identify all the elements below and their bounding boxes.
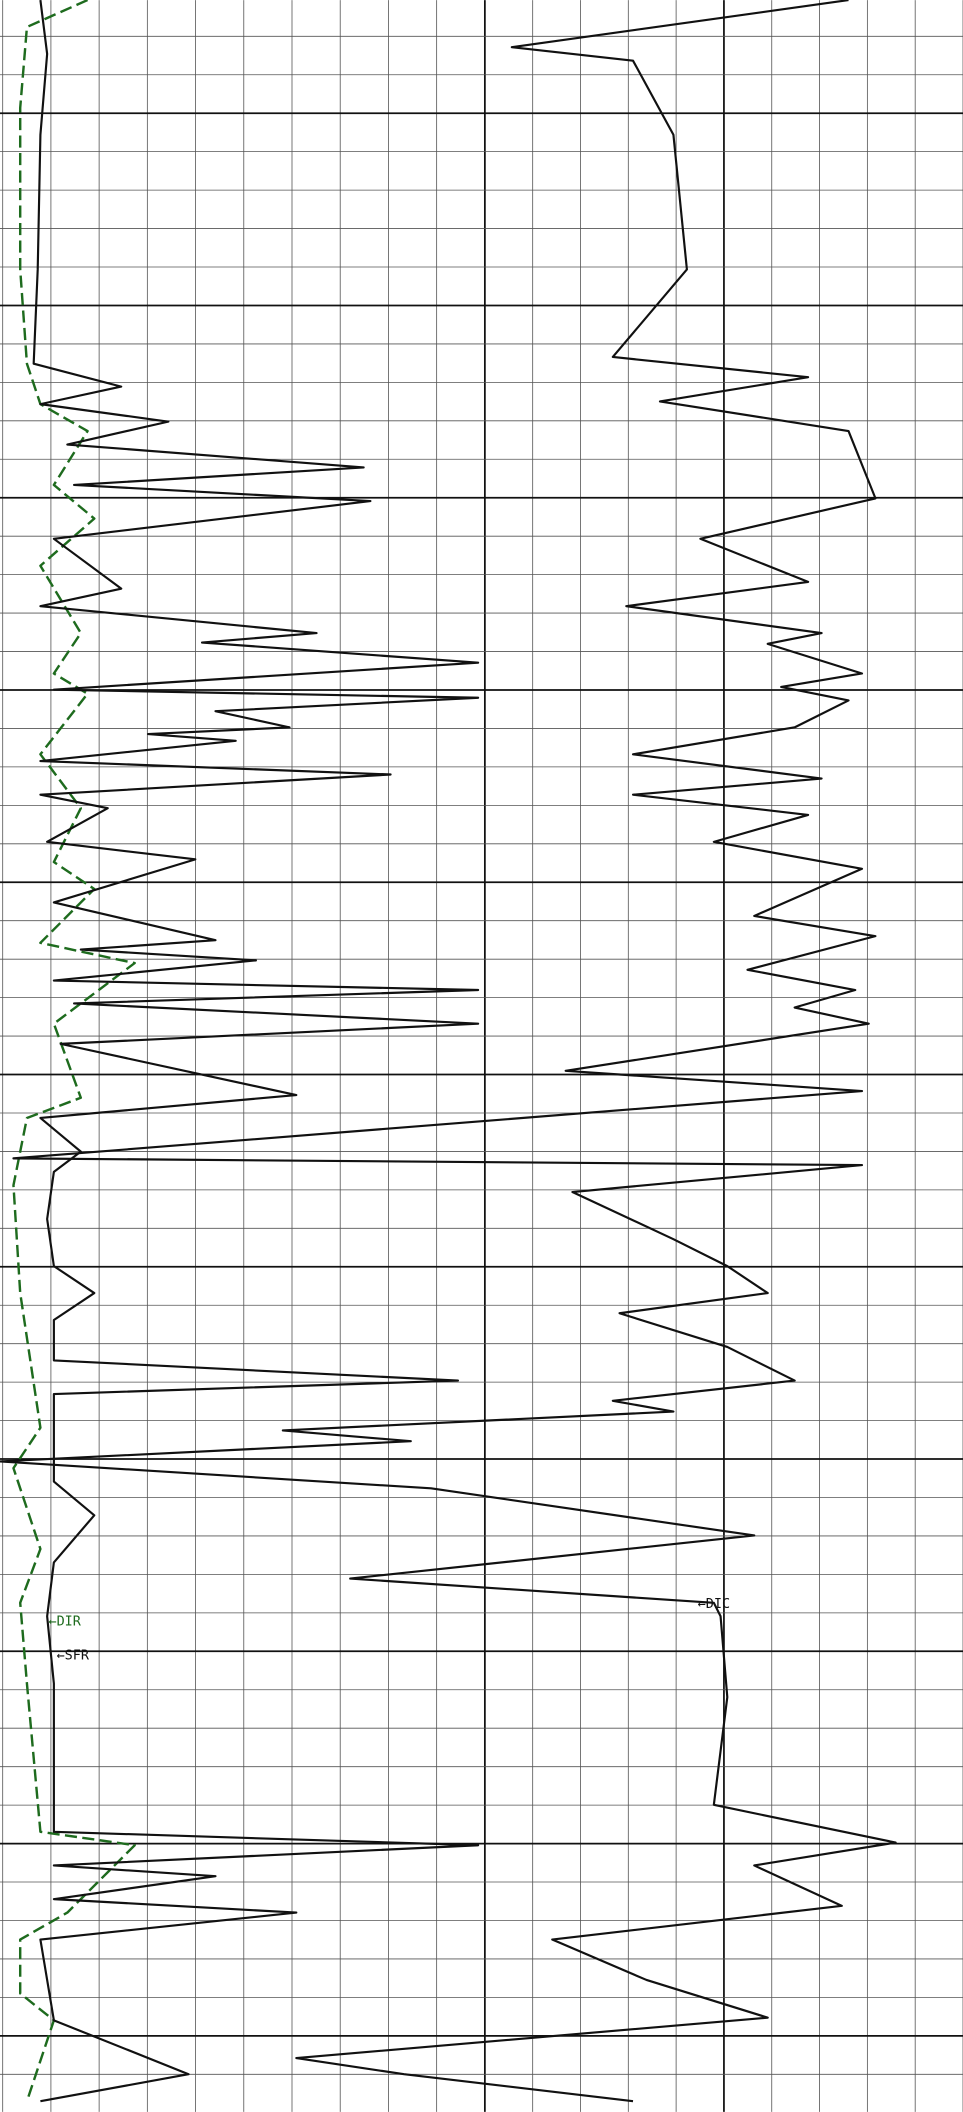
sfr-label: ←SFR [57,1648,90,1663]
dir-label: ←DIR [48,1615,81,1630]
dic-label: ←DIC [698,1597,730,1612]
dic-curve [0,0,897,2103]
sfr-curve [32,0,480,2103]
dir-curve [12,0,136,2102]
